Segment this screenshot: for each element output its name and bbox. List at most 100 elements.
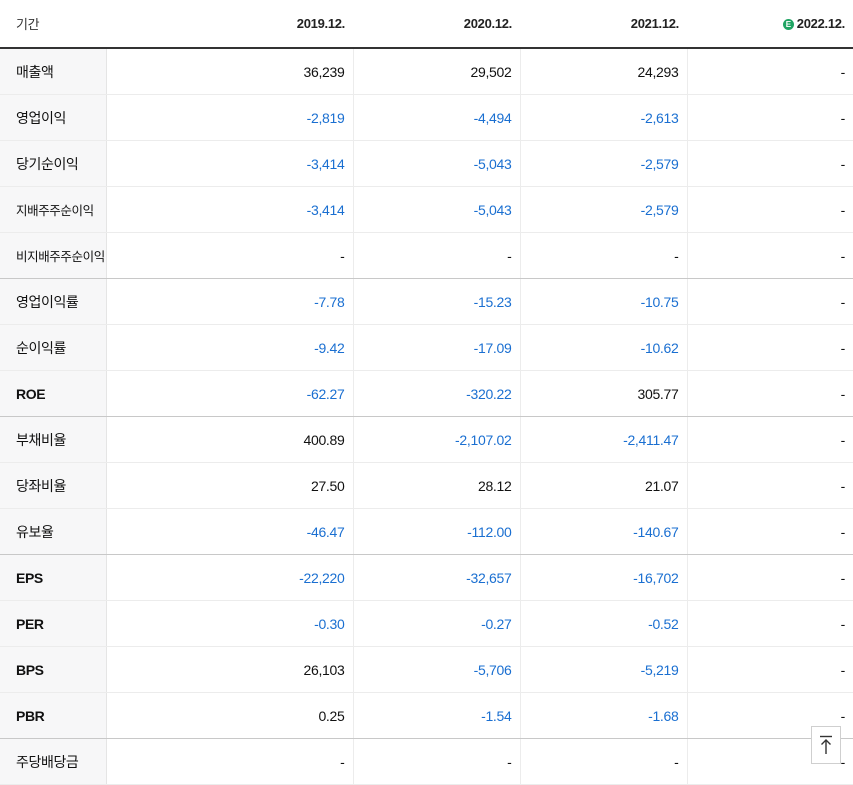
value-cell: -: [353, 232, 521, 279]
row-label: PER: [0, 600, 107, 647]
value-cell: 27.50: [106, 462, 354, 509]
value-cell: -2,819: [106, 94, 354, 141]
value-cell: 21.07: [520, 462, 688, 509]
value-cell: -140.67: [520, 508, 688, 555]
value-cell: -: [687, 600, 853, 647]
value-cell: -: [687, 324, 853, 371]
row-label: 매출액: [0, 48, 107, 95]
table-row: 순이익률 -9.42 -17.09 -10.62 -: [0, 324, 853, 371]
row-label: BPS: [0, 646, 107, 693]
period-label-header: 기간: [0, 0, 106, 49]
table-row: 영업이익률 -7.78 -15.23 -10.75 -: [0, 278, 853, 325]
value-cell: -5,219: [520, 646, 688, 693]
value-cell: -0.52: [520, 600, 688, 647]
table-row: EPS -22,220 -32,657 -16,702 -: [0, 554, 853, 601]
value-cell: -1.68: [520, 692, 688, 739]
value-cell: -62.27: [106, 370, 354, 417]
period-header-2020: 2020.12.: [353, 0, 520, 49]
value-cell: -: [687, 416, 853, 463]
value-cell: 28.12: [353, 462, 521, 509]
table-row: 지배주주순이익 -3,414 -5,043 -2,579 -: [0, 186, 853, 233]
value-cell: -9.42: [106, 324, 354, 371]
value-cell: 0.25: [106, 692, 354, 739]
period-header-2022-label: 2022.12.: [796, 16, 846, 31]
value-cell: -3,414: [106, 186, 354, 233]
row-label: 주당배당금: [0, 738, 107, 785]
row-label: 영업이익: [0, 94, 107, 141]
value-cell: -320.22: [353, 370, 521, 417]
value-cell: -7.78: [106, 278, 354, 325]
value-cell: -2,579: [520, 186, 688, 233]
row-label: ROE: [0, 370, 107, 417]
value-cell: -5,043: [353, 186, 521, 233]
value-cell: -16,702: [520, 554, 688, 601]
table-row: PER -0.30 -0.27 -0.52 -: [0, 600, 853, 647]
value-cell: -10.75: [520, 278, 688, 325]
row-label: EPS: [0, 554, 107, 601]
value-cell: -: [520, 738, 688, 785]
table-row: 비지배주주순이익 - - - -: [0, 232, 853, 279]
header-row: 기간 2019.12. 2020.12. 2021.12. E 2022.12.: [0, 0, 853, 49]
value-cell: -4,494: [353, 94, 521, 141]
value-cell: -: [687, 508, 853, 555]
value-cell: -: [687, 278, 853, 325]
table-row: 부채비율 400.89 -2,107.02 -2,411.47 -: [0, 416, 853, 463]
value-cell: -: [687, 232, 853, 279]
value-cell: -: [687, 140, 853, 187]
value-cell: -10.62: [520, 324, 688, 371]
value-cell: -15.23: [353, 278, 521, 325]
period-header-2019: 2019.12.: [106, 0, 353, 49]
value-cell: 305.77: [520, 370, 688, 417]
value-cell: -: [687, 370, 853, 417]
value-cell: -22,220: [106, 554, 354, 601]
row-label: 지배주주순이익: [0, 186, 107, 233]
value-cell: -: [687, 94, 853, 141]
value-cell: -3,414: [106, 140, 354, 187]
value-cell: -32,657: [353, 554, 521, 601]
scroll-to-top-button[interactable]: [811, 726, 841, 764]
table-row: BPS 26,103 -5,706 -5,219 -: [0, 646, 853, 693]
value-cell: -2,107.02: [353, 416, 521, 463]
value-cell: -0.27: [353, 600, 521, 647]
value-cell: -17.09: [353, 324, 521, 371]
value-cell: -2,579: [520, 140, 688, 187]
period-header-2021: 2021.12.: [520, 0, 687, 49]
row-label: 비지배주주순이익: [0, 232, 107, 279]
table-row: ROE -62.27 -320.22 305.77 -: [0, 370, 853, 417]
value-cell: -5,043: [353, 140, 521, 187]
row-label: 영업이익률: [0, 278, 107, 325]
row-label: 당기순이익: [0, 140, 107, 187]
value-cell: -2,613: [520, 94, 688, 141]
row-label: 부채비율: [0, 416, 107, 463]
value-cell: 36,239: [106, 48, 354, 95]
row-label: PBR: [0, 692, 107, 739]
row-label: 유보율: [0, 508, 107, 555]
value-cell: -: [687, 186, 853, 233]
value-cell: -5,706: [353, 646, 521, 693]
value-cell: -: [520, 232, 688, 279]
table-row: 당기순이익 -3,414 -5,043 -2,579 -: [0, 140, 853, 187]
row-label: 순이익률: [0, 324, 107, 371]
value-cell: 24,293: [520, 48, 688, 95]
row-label: 당좌비율: [0, 462, 107, 509]
value-cell: 29,502: [353, 48, 521, 95]
value-cell: -1.54: [353, 692, 521, 739]
arrow-up-to-top-icon: [820, 735, 832, 754]
value-cell: -46.47: [106, 508, 354, 555]
table-row: 유보율 -46.47 -112.00 -140.67 -: [0, 508, 853, 555]
value-cell: 26,103: [106, 646, 354, 693]
value-cell: -0.30: [106, 600, 354, 647]
value-cell: -112.00: [353, 508, 521, 555]
value-cell: -: [687, 462, 853, 509]
value-cell: 400.89: [106, 416, 354, 463]
value-cell: -: [687, 48, 853, 95]
value-cell: -2,411.47: [520, 416, 688, 463]
table-row: 매출액 36,239 29,502 24,293 -: [0, 48, 853, 95]
value-cell: -: [106, 232, 354, 279]
table-row: 영업이익 -2,819 -4,494 -2,613 -: [0, 94, 853, 141]
table-row: 당좌비율 27.50 28.12 21.07 -: [0, 462, 853, 509]
estimate-badge-icon: E: [782, 19, 794, 30]
value-cell: -: [687, 554, 853, 601]
value-cell: -: [687, 646, 853, 693]
